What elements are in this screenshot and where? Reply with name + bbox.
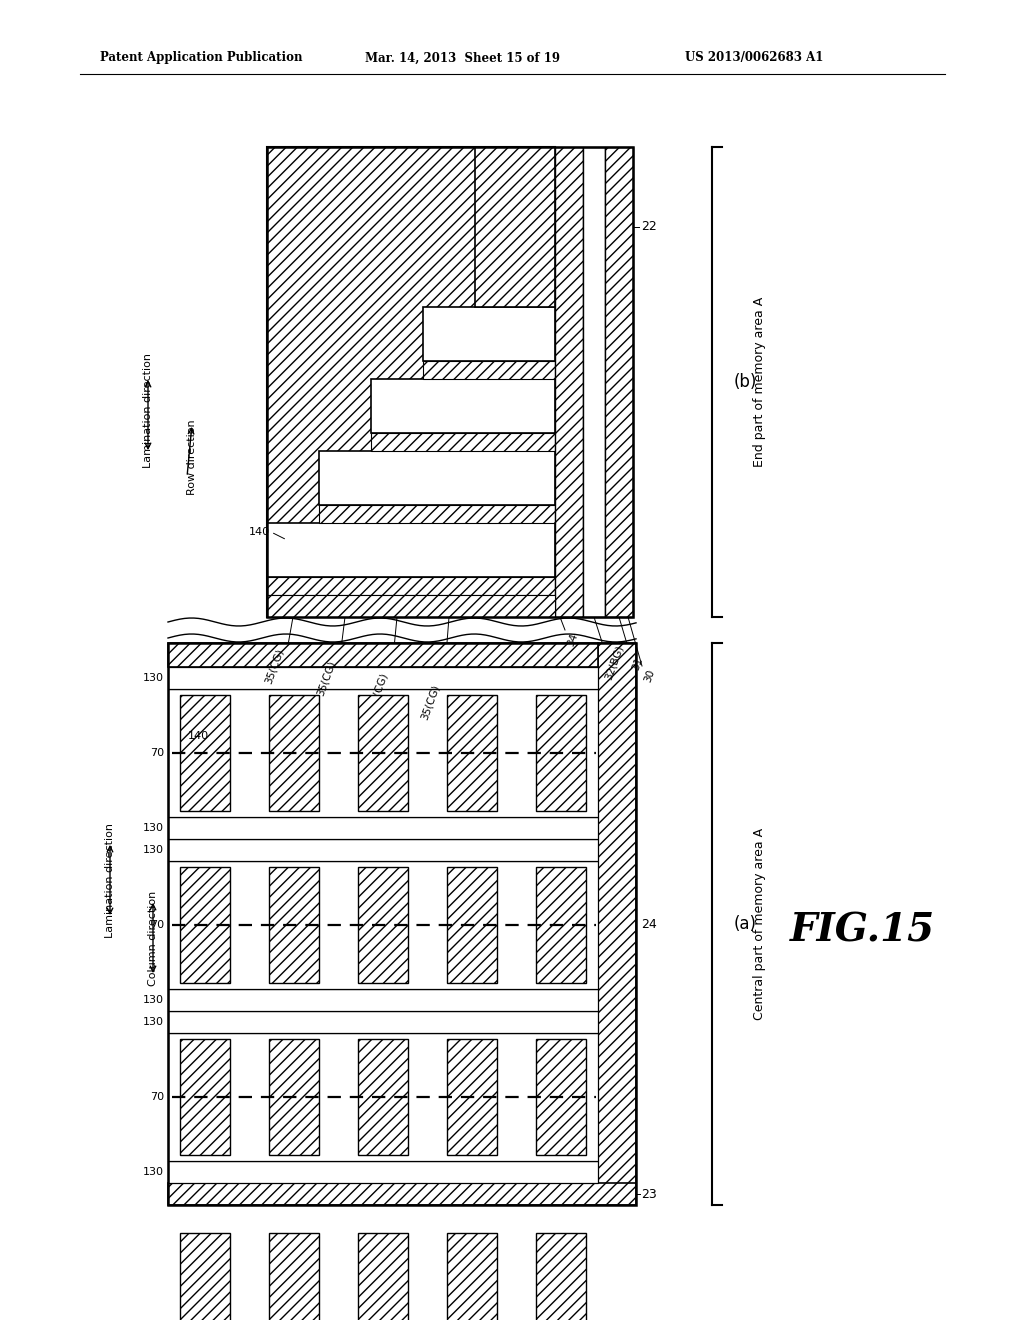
Text: 140: 140 [188, 731, 209, 741]
Bar [358, 1233, 408, 1320]
Bar [447, 1039, 497, 1155]
Bar [267, 523, 555, 577]
Bar [168, 667, 598, 689]
Bar [475, 147, 555, 308]
Bar [536, 1039, 586, 1155]
Text: 31: 31 [631, 656, 645, 672]
Text: 24: 24 [641, 917, 656, 931]
Text: 140: 140 [249, 527, 270, 537]
Bar [269, 867, 319, 983]
Text: 23: 23 [641, 1188, 656, 1200]
Bar [168, 1011, 598, 1034]
Bar [536, 1233, 586, 1320]
Text: 130: 130 [143, 845, 164, 855]
Bar [168, 989, 598, 1011]
Bar [180, 696, 230, 810]
Bar [267, 595, 555, 616]
Text: FIG.15: FIG.15 [790, 911, 935, 949]
Bar [536, 867, 586, 983]
Bar [180, 867, 230, 983]
Bar [605, 147, 633, 616]
Text: 130: 130 [143, 995, 164, 1005]
Text: 35(CG): 35(CG) [263, 647, 285, 685]
Text: (b): (b) [734, 374, 758, 391]
Bar [423, 360, 555, 379]
Bar [168, 861, 598, 989]
Bar [598, 643, 636, 1205]
Bar [447, 867, 497, 983]
Text: 30: 30 [643, 668, 656, 684]
Text: 35(CG): 35(CG) [315, 659, 337, 697]
Text: 130: 130 [143, 673, 164, 682]
Text: (a): (a) [734, 915, 757, 933]
Bar [319, 506, 555, 523]
Bar [358, 696, 408, 810]
Bar [267, 577, 555, 595]
Text: 70: 70 [150, 748, 164, 758]
Text: 130: 130 [143, 1167, 164, 1177]
Text: 34: 34 [566, 632, 580, 648]
Bar [168, 840, 598, 861]
Bar [319, 451, 555, 506]
Bar [267, 147, 555, 616]
Text: Lamination direction: Lamination direction [143, 352, 153, 467]
Text: 32(BG): 32(BG) [603, 644, 625, 681]
Bar [168, 1162, 598, 1183]
Bar [168, 1034, 598, 1162]
Text: 130: 130 [143, 822, 164, 833]
Bar [269, 696, 319, 810]
Bar [358, 1039, 408, 1155]
Text: End part of memory area A: End part of memory area A [754, 297, 767, 467]
Bar [358, 867, 408, 983]
Text: Central part of memory area A: Central part of memory area A [754, 828, 767, 1020]
Text: Row direction: Row direction [187, 420, 197, 495]
Text: 130: 130 [143, 1016, 164, 1027]
Bar [180, 1039, 230, 1155]
Bar [168, 643, 598, 667]
Bar [447, 1233, 497, 1320]
Text: Patent Application Publication: Patent Application Publication [100, 51, 302, 65]
Text: Column direction: Column direction [148, 891, 158, 986]
Bar [168, 817, 598, 840]
Bar [536, 696, 586, 810]
Text: 70: 70 [150, 920, 164, 931]
Bar [555, 147, 583, 616]
Bar [371, 433, 555, 451]
Text: 22: 22 [641, 220, 656, 234]
Text: US 2013/0062683 A1: US 2013/0062683 A1 [685, 51, 823, 65]
Text: Mar. 14, 2013  Sheet 15 of 19: Mar. 14, 2013 Sheet 15 of 19 [365, 51, 560, 65]
Bar [180, 1233, 230, 1320]
Bar [269, 1039, 319, 1155]
Bar [269, 1233, 319, 1320]
Bar [371, 379, 555, 433]
Text: 35(CG): 35(CG) [419, 682, 441, 721]
Bar [168, 1183, 636, 1205]
Bar [447, 696, 497, 810]
Text: Lamination direction: Lamination direction [105, 822, 115, 937]
Bar [423, 308, 555, 360]
Bar [168, 643, 636, 1205]
Text: 70: 70 [150, 1092, 164, 1102]
Bar [168, 689, 598, 817]
Text: 35(CG): 35(CG) [367, 671, 389, 709]
Bar [267, 147, 633, 616]
Bar [583, 147, 605, 616]
